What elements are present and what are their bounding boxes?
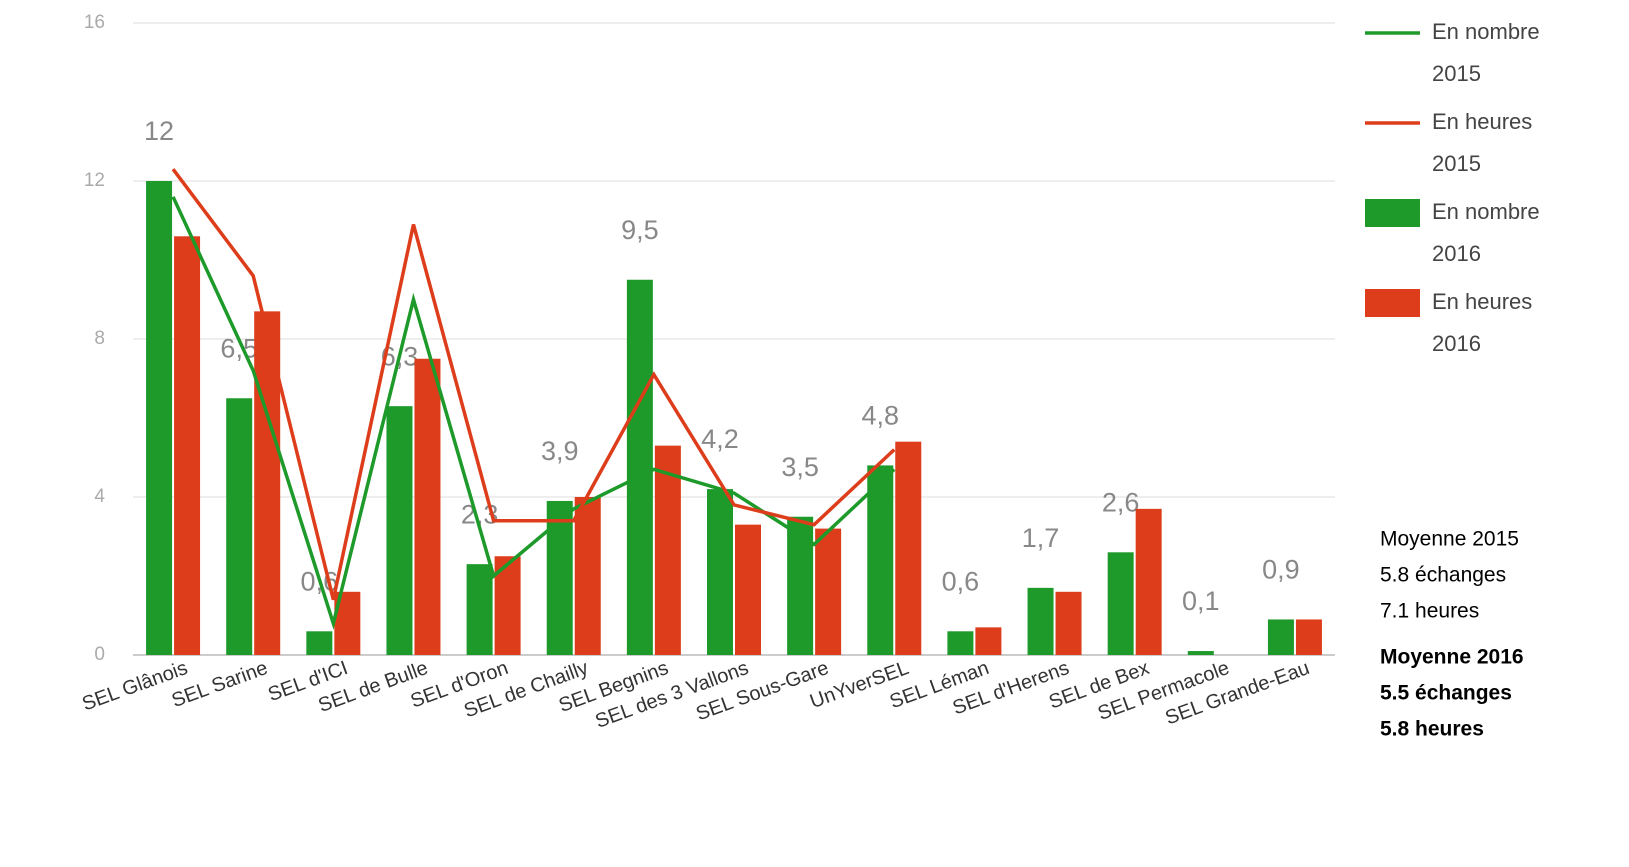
bar xyxy=(947,631,974,655)
bar xyxy=(975,627,1002,655)
bar xyxy=(1027,587,1054,655)
data-label: 4,2 xyxy=(701,424,739,454)
y-tick-label: 8 xyxy=(94,328,105,349)
bar xyxy=(574,497,601,655)
y-tick-label: 4 xyxy=(94,486,105,507)
legend-label: En nombre 2015 xyxy=(1432,19,1540,86)
data-label: 2,6 xyxy=(1102,487,1140,517)
bar xyxy=(1107,552,1134,655)
data-label: 1,7 xyxy=(1022,523,1060,553)
y-tick-label: 12 xyxy=(84,170,105,191)
line xyxy=(171,168,896,601)
legend-label: En heures 2015 xyxy=(1432,109,1532,176)
bar xyxy=(815,528,842,655)
annotation: Moyenne 2016 xyxy=(1380,646,1524,669)
legend-swatch xyxy=(1365,199,1420,227)
annotation: 5.8 heures xyxy=(1380,718,1484,741)
bar xyxy=(226,398,253,655)
data-label: 3,5 xyxy=(781,452,819,482)
bar xyxy=(707,489,733,655)
bar xyxy=(174,236,201,656)
annotation: 5.5 échanges xyxy=(1380,682,1512,705)
bar xyxy=(414,358,441,655)
data-label: 4,8 xyxy=(861,401,899,431)
bar xyxy=(735,524,761,655)
bar xyxy=(895,441,922,655)
data-label: 0,1 xyxy=(1182,586,1220,616)
bar xyxy=(1055,591,1082,655)
y-tick-label: 0 xyxy=(94,644,105,665)
legend-swatch xyxy=(1365,289,1420,317)
y-tick-label: 16 xyxy=(84,12,105,33)
bar xyxy=(1187,651,1214,655)
bar xyxy=(466,564,493,655)
bar xyxy=(654,445,681,655)
line xyxy=(171,196,896,630)
data-label: 9,5 xyxy=(621,215,659,245)
bar xyxy=(146,181,173,655)
bar xyxy=(1267,619,1294,655)
bar xyxy=(867,465,894,655)
data-label: 12 xyxy=(144,116,174,146)
legend-label: En heures 2016 xyxy=(1432,289,1532,356)
bar xyxy=(1295,619,1322,655)
bar xyxy=(386,406,413,655)
bar xyxy=(306,631,333,655)
data-label: 3,9 xyxy=(541,436,579,466)
data-label: 0,9 xyxy=(1262,555,1300,585)
bar xyxy=(626,279,653,655)
bar xyxy=(1135,508,1162,655)
legend-label: En nombre 2016 xyxy=(1432,199,1540,266)
annotation: 5.8 échanges xyxy=(1380,564,1506,587)
bar xyxy=(546,500,573,655)
data-label: 0,6 xyxy=(942,566,980,596)
annotation: Moyenne 2015 xyxy=(1380,528,1519,551)
annotation: 7.1 heures xyxy=(1380,600,1479,623)
